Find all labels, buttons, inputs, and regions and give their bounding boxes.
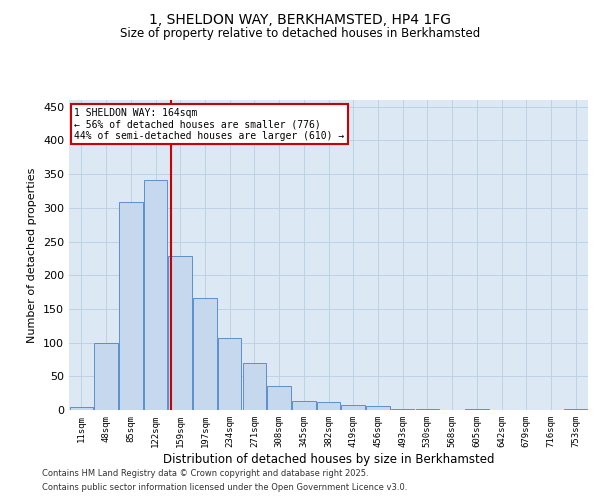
Bar <box>144 180 167 410</box>
Bar <box>218 338 241 410</box>
Bar <box>366 406 389 410</box>
Bar <box>70 408 93 410</box>
Text: 1 SHELDON WAY: 164sqm
← 56% of detached houses are smaller (776)
44% of semi-det: 1 SHELDON WAY: 164sqm ← 56% of detached … <box>74 108 344 141</box>
Text: Contains HM Land Registry data © Crown copyright and database right 2025.: Contains HM Land Registry data © Crown c… <box>42 468 368 477</box>
Bar <box>242 363 266 410</box>
X-axis label: Distribution of detached houses by size in Berkhamsted: Distribution of detached houses by size … <box>163 452 494 466</box>
Text: Size of property relative to detached houses in Berkhamsted: Size of property relative to detached ho… <box>120 28 480 40</box>
Bar <box>268 386 291 410</box>
Bar <box>292 401 316 410</box>
Bar <box>341 406 365 410</box>
Text: Contains public sector information licensed under the Open Government Licence v3: Contains public sector information licen… <box>42 484 407 492</box>
Bar <box>169 256 192 410</box>
Y-axis label: Number of detached properties: Number of detached properties <box>28 168 37 342</box>
Bar <box>119 202 143 410</box>
Bar <box>193 298 217 410</box>
Text: 1, SHELDON WAY, BERKHAMSTED, HP4 1FG: 1, SHELDON WAY, BERKHAMSTED, HP4 1FG <box>149 12 451 26</box>
Bar <box>317 402 340 410</box>
Bar <box>94 342 118 410</box>
